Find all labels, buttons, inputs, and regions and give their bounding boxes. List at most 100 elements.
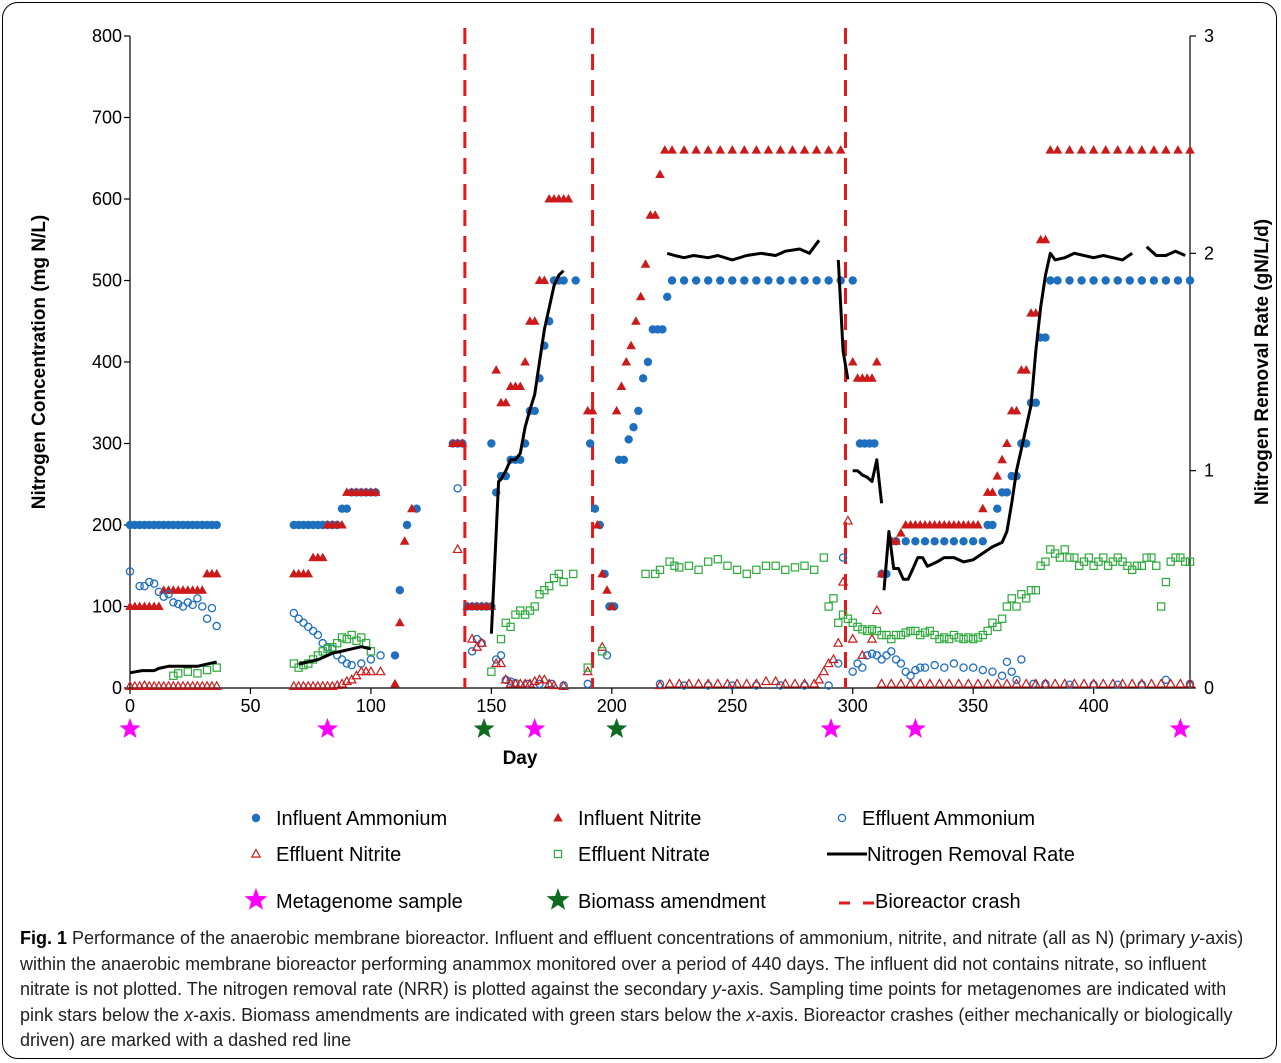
effluent-nitrite-point [1020,678,1032,688]
effluent-ammonium-point [207,603,217,613]
effluent-nitrite-point [495,657,507,668]
influent-nitrite-point [317,552,328,562]
effluent-nitrate-point [790,563,800,572]
effluent-nitrite-point [1088,678,1099,688]
effluent-ammonium-point [877,655,886,664]
influent-nitrite-point [1052,145,1063,154]
x-tick-label: 250 [717,696,747,716]
influent-ammonium-point [395,586,405,595]
effluent-nitrite-point [1001,678,1013,688]
influent-nitrite-point [1064,145,1075,154]
effluent-nitrite-point [1126,678,1138,688]
legend-label-influent-nitrite: Influent Nitrite [578,808,701,830]
metagenome-sample-star [904,718,926,738]
effluent-nitrate-point [323,644,332,654]
effluent-ammonium-point [453,484,462,493]
effluent-nitrate-point [655,565,665,575]
effluent-ammonium-point [1012,675,1021,685]
x-tick-label: 150 [476,696,506,716]
influent-ammonium-point [930,537,939,546]
effluent-nitrate-point [1137,561,1147,570]
effluent-ammonium-point [198,602,207,611]
influent-ammonium-point [658,325,667,334]
influent-nitrite-point [655,169,665,179]
influent-nitrite-point [539,275,550,284]
effluent-nitrite-point [139,679,150,690]
effluent-ammonium-point [149,579,159,588]
effluent-ammonium-point [1017,655,1026,664]
nitrogen-removal-rate-line [129,660,218,675]
influent-nitrite-point [992,471,1003,480]
effluent-nitrate-point [487,667,496,676]
influent-nitrite-point [563,194,574,203]
effluent-ammonium-point [882,651,891,660]
effluent-nitrite-point [813,674,825,684]
influent-nitrite-point [667,145,677,154]
influent-ammonium-point [968,537,978,546]
effluent-nitrite-point [596,641,608,651]
legend-label-effluent-ammonium: Effluent Ammonium [862,808,1035,830]
influent-ammonium-point [1125,276,1134,285]
figure-caption: Fig. 1 Performance of the anaerobic memb… [20,926,1260,1054]
effluent-nitrite-point [857,649,868,659]
influent-ammonium-point [212,520,221,530]
effluent-nitrite-point [963,678,974,688]
y-tick-label: 800 [92,26,122,46]
effluent-nitrite-point [683,678,695,688]
effluent-nitrate-point [920,628,930,637]
effluent-nitrate-point [983,626,992,636]
effluent-nitrite-point [1069,678,1080,688]
effluent-ammonium-point [154,587,164,597]
influent-nitrite-point [399,536,410,545]
influent-nitrite-point [727,145,738,154]
effluent-ammonium-point [901,667,910,676]
influent-nitrite-point [679,145,689,154]
influent-ammonium-point [571,276,580,285]
effluent-nitrate-point [891,630,901,640]
effluent-ammonium-point [949,659,959,668]
x-tick-label: 350 [958,696,988,716]
influent-nitrite-point [337,520,347,529]
effluent-nitrate-series [169,545,1195,680]
effluent-nitrate-point [1152,561,1161,570]
effluent-nitrate-point [1099,553,1108,562]
effluent-ammonium-point [1007,667,1016,676]
caption-text-4: -axis. Biomass amendments are indicated … [193,1004,747,1025]
legend-label-effluent-nitrate: Effluent Nitrate [578,844,710,866]
effluent-nitrate-point [1002,602,1012,611]
effluent-nitrate-point [1012,602,1021,611]
effluent-nitrate-point [723,561,732,570]
influent-nitrite-point [867,373,877,382]
effluent-nitrite-point [1175,678,1186,688]
influent-nitrite-point [1137,145,1147,154]
effluent-nitrate-point [684,561,694,570]
influent-ammonium-point [1041,333,1050,342]
effluent-nitrite-point [1098,678,1109,688]
effluent-nitrate-point [357,633,366,642]
effluent-ammonium-point [776,681,785,690]
influent-nitrite-point [1185,145,1195,154]
metagenome-sample-star [524,718,546,738]
effluent-ammonium-point [1065,680,1074,689]
effluent-nitrite-point [842,515,854,525]
metagenome-sample-star [317,718,338,738]
effluent-ammonium-point [1029,679,1038,689]
effluent-ammonium-point [376,651,385,660]
legend: Influent Ammonium Influent Nitrite Effluen… [244,808,1075,913]
legend-label-influent-ammonium: Influent Ammonium [276,808,447,830]
effluent-nitrate-point [1055,553,1065,562]
legend-label-metagenome-sample: Metagenome sample [276,891,463,913]
effluent-nitrite-point [712,678,724,688]
effluent-nitrate-point [1147,553,1156,562]
caption-axis-y-1: y [1190,928,1200,948]
effluent-nitrite-point [770,675,781,686]
effluent-ammonium-point [824,681,833,690]
influent-ammonium-point [1185,276,1195,285]
caption-axis-x-2: x [746,1004,756,1025]
effluent-nitrite-point [722,678,733,688]
caption-label: Fig. 1 [20,928,68,948]
effluent-ammonium-point [159,592,168,601]
influent-ammonium-point [993,504,1002,513]
influent-nitrite-point [835,145,846,154]
effluent-nitrate-point [332,638,342,648]
